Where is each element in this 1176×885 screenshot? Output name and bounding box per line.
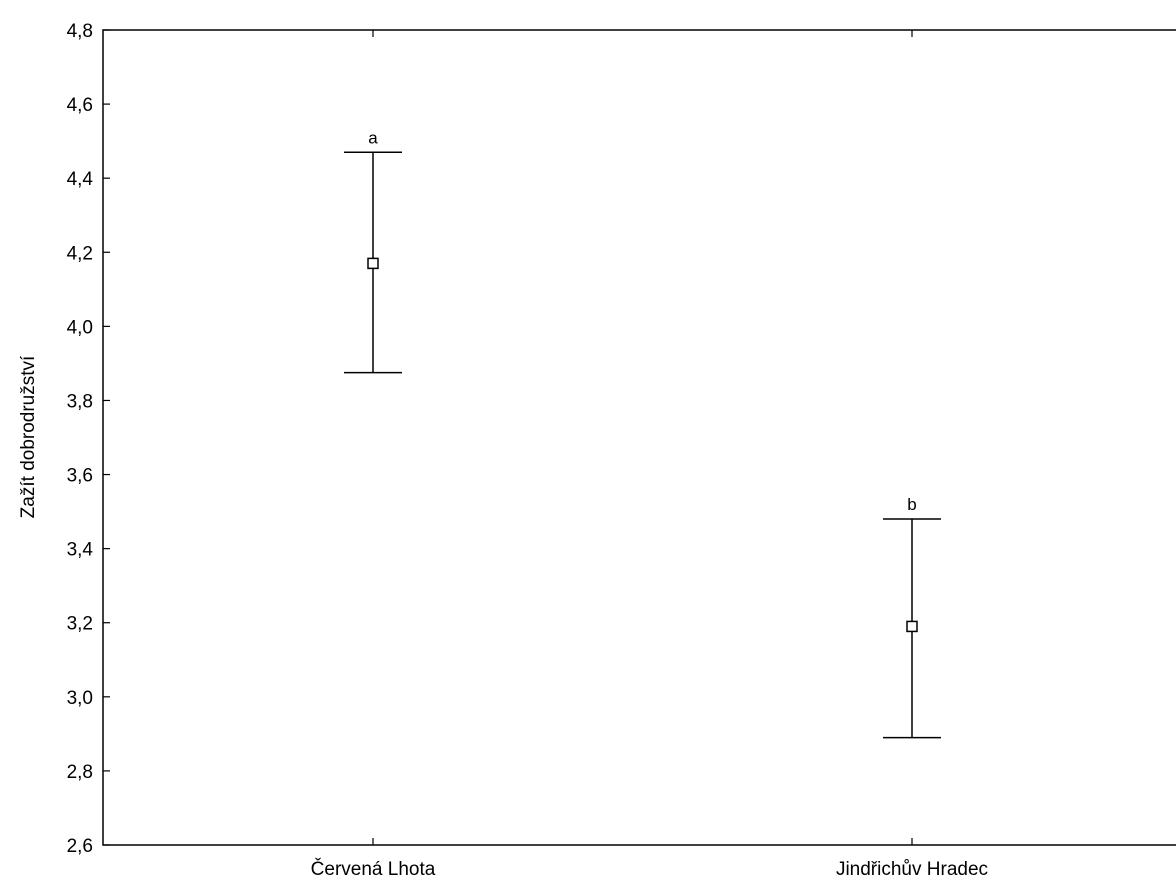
error-bars: ab xyxy=(344,128,941,739)
significance-letter: a xyxy=(368,128,378,147)
significance-letter: b xyxy=(907,495,916,514)
y-tick-label: 4,0 xyxy=(67,317,93,338)
y-tick-label: 3,0 xyxy=(67,688,93,709)
y-tick-label: 3,6 xyxy=(67,466,93,487)
x-axis: Červená Lhota Jindřichův Hradec xyxy=(311,30,988,880)
y-tick-label: 3,8 xyxy=(67,391,93,412)
y-tick-label: 4,6 xyxy=(67,95,93,116)
y-axis-label: Zažít dobrodružství xyxy=(18,355,39,518)
x-tick-label: Jindřichův Hradec xyxy=(836,859,988,880)
y-tick-label: 3,4 xyxy=(67,540,94,561)
mean-marker xyxy=(906,620,918,633)
y-tick-label: 4,4 xyxy=(67,169,94,190)
y-tick-label: 4,2 xyxy=(67,243,93,264)
y-tick-label: 4,8 xyxy=(67,21,93,42)
y-axis: 2,6 2,8 3,0 3,2 3,4 3,6 3,8 4,0 4,2 4,4 4,6 4,8 xyxy=(67,21,110,857)
y-tick-label: 2,6 xyxy=(67,836,93,857)
y-tick-label: 3,2 xyxy=(67,614,93,635)
plot-frame xyxy=(102,29,1176,846)
mean-marker xyxy=(367,257,379,270)
x-tick-label: Červená Lhota xyxy=(311,858,436,880)
y-tick-label: 2,8 xyxy=(67,762,93,783)
